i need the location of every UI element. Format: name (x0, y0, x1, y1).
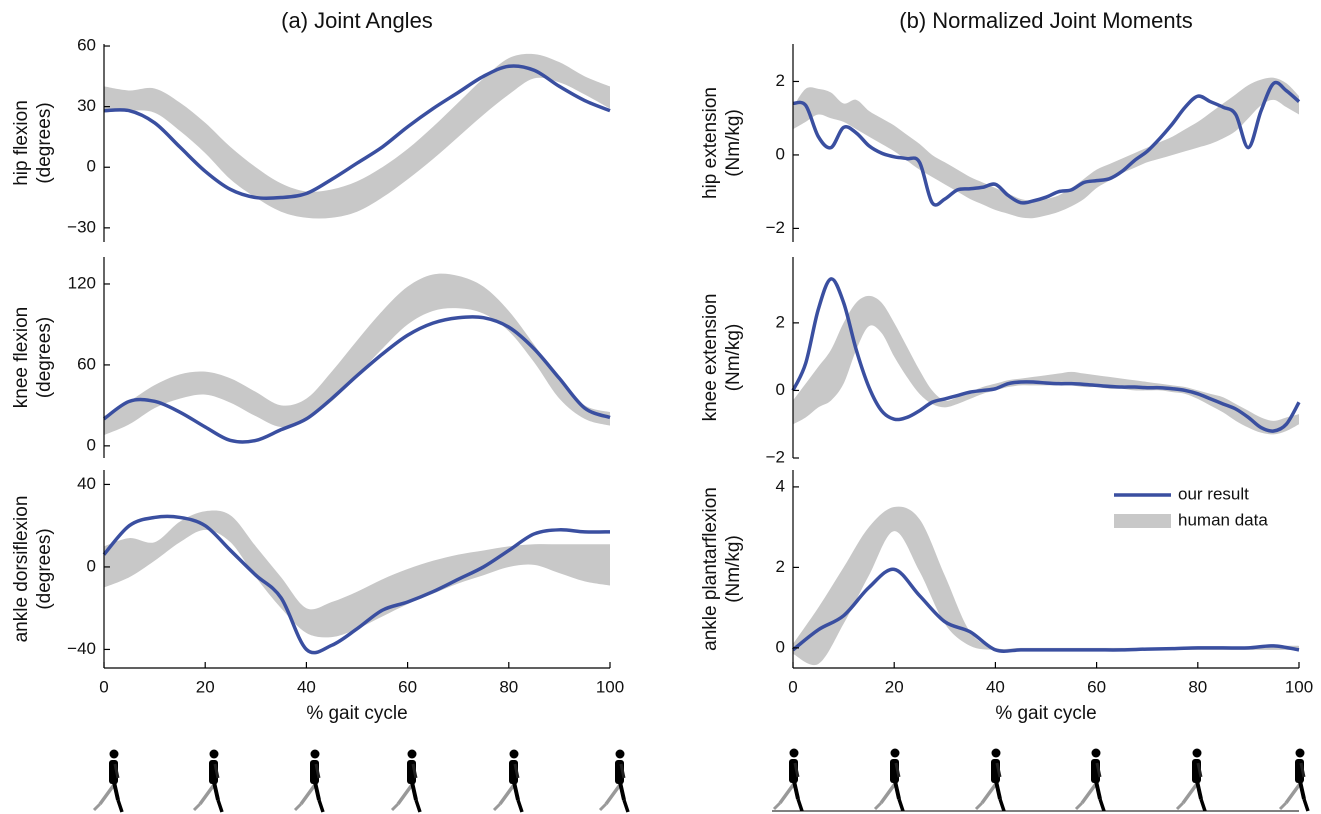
line (791, 277, 1301, 433)
band (793, 506, 1299, 666)
y-tick-label: −2 (766, 447, 785, 466)
y-tick-label: −30 (67, 217, 96, 236)
x-tick-label: 0 (99, 677, 108, 696)
y-tick-label: 40 (77, 474, 96, 493)
x-tick-label: 80 (499, 677, 518, 696)
x-tick-label: 60 (1087, 677, 1106, 696)
walker (873, 746, 905, 813)
x-tick-label: 80 (1188, 677, 1207, 696)
walker (390, 747, 422, 814)
x-tick-label: 20 (196, 677, 215, 696)
panel-title: (a) Joint Angles (281, 8, 433, 33)
walkers-b (772, 746, 1310, 813)
y-tick-label: 60 (77, 36, 96, 55)
walker (1175, 746, 1207, 813)
x-tick-label: 100 (1285, 677, 1313, 696)
y-axis-label: ankle dorsiflexion (11, 496, 32, 643)
line (792, 80, 1301, 207)
band (793, 295, 1299, 435)
walkers-a (92, 747, 630, 814)
walker (598, 747, 630, 814)
y-tick-label: 0 (87, 157, 96, 176)
walker (974, 746, 1006, 813)
y-tick-label: 120 (68, 273, 96, 292)
y-axis-label: ankle plantarflexion (700, 487, 721, 651)
y-tick-label: 0 (776, 144, 785, 163)
y-tick-label: 30 (77, 96, 96, 115)
y-tick-label: 4 (776, 476, 785, 495)
y-tick-label: 0 (87, 435, 96, 454)
x-axis-label: % gait cycle (306, 703, 407, 724)
y-axis-label: knee extension (700, 294, 721, 422)
line (102, 315, 611, 444)
walker (492, 747, 524, 814)
band (104, 510, 610, 638)
band (793, 77, 1299, 219)
y-axis-label: (degrees) (34, 528, 55, 609)
y-tick-label: −40 (67, 639, 96, 658)
y-tick-label: 2 (776, 557, 785, 576)
y-tick-label: 2 (776, 71, 785, 90)
walker (1074, 746, 1106, 813)
y-tick-label: 0 (776, 380, 785, 399)
x-tick-label: 40 (986, 677, 1005, 696)
y-axis-label: hip flexion (11, 100, 32, 186)
walker (92, 747, 124, 814)
legend-label: our result (1178, 484, 1249, 503)
x-tick-label: 20 (885, 677, 904, 696)
band (104, 273, 610, 436)
y-tick-label: 0 (87, 556, 96, 575)
x-tick-label: 60 (398, 677, 417, 696)
y-axis-label: (Nm/kg) (723, 109, 744, 177)
walker (293, 747, 325, 814)
y-tick-label: 2 (776, 312, 785, 331)
walker (772, 746, 804, 813)
line (791, 567, 1300, 653)
legend-label: human data (1178, 510, 1268, 529)
y-axis-label: (degrees) (34, 102, 55, 183)
y-axis-label: (Nm/kg) (723, 324, 744, 392)
x-tick-label: 0 (788, 677, 797, 696)
walker (192, 747, 224, 814)
x-tick-label: 40 (297, 677, 316, 696)
y-axis-label: (degrees) (34, 317, 55, 398)
walker (1278, 746, 1310, 813)
y-axis-label: hip extension (700, 87, 721, 199)
legend-swatch (1114, 514, 1171, 528)
x-tick-label: 100 (596, 677, 624, 696)
y-tick-label: 60 (77, 354, 96, 373)
panel-title: (b) Normalized Joint Moments (899, 8, 1192, 33)
y-axis-label: (Nm/kg) (723, 535, 744, 603)
x-axis-label: % gait cycle (995, 703, 1096, 724)
line (103, 64, 611, 201)
line (102, 514, 611, 655)
y-tick-label: 0 (776, 637, 785, 656)
y-axis-label: knee flexion (11, 307, 32, 408)
band (104, 53, 610, 219)
y-tick-label: −2 (766, 218, 785, 237)
